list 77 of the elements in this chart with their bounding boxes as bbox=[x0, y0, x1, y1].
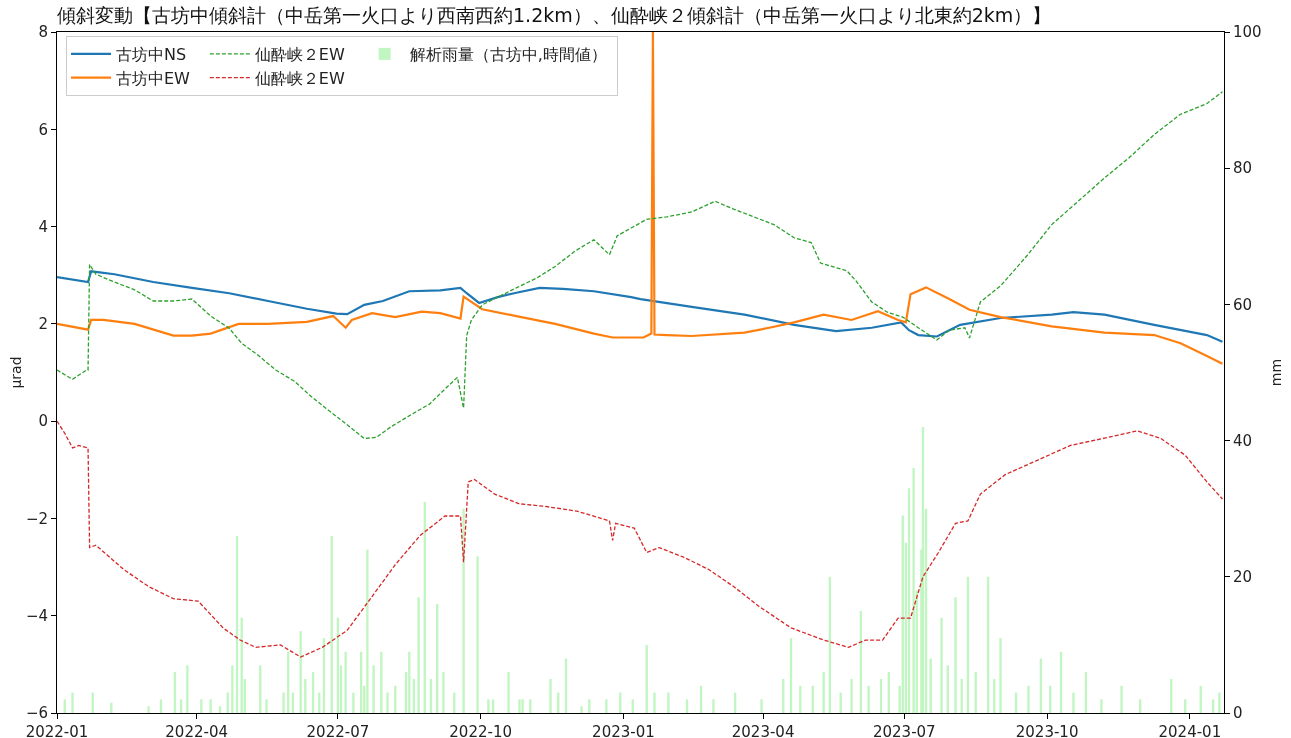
bar bbox=[1072, 692, 1075, 713]
bar bbox=[1100, 699, 1103, 713]
bar bbox=[386, 692, 389, 713]
chart-title: 傾斜変動【古坊中傾斜計（中岳第一火口より西南西約1.2km）、仙酔峡２傾斜計（中岳第一火口より北東約2km）】 bbox=[57, 3, 1052, 26]
bar bbox=[487, 699, 490, 713]
bar bbox=[549, 678, 552, 713]
bar bbox=[344, 651, 347, 713]
bar bbox=[1027, 685, 1030, 713]
bar bbox=[799, 685, 802, 713]
bar bbox=[999, 638, 1002, 713]
bar bbox=[476, 556, 479, 713]
bar bbox=[282, 692, 285, 713]
line-series bbox=[57, 420, 1224, 658]
bar bbox=[653, 692, 656, 713]
bar bbox=[442, 672, 445, 713]
y-tick-label: 8 bbox=[38, 23, 48, 42]
bar bbox=[366, 549, 369, 713]
x-tick-label: 2022-07 bbox=[306, 723, 370, 738]
bar bbox=[147, 706, 150, 713]
bar bbox=[372, 665, 375, 713]
legend-label: 仙酔峡２EW bbox=[254, 45, 345, 65]
legend-label: 仙酔峡２EW bbox=[254, 68, 345, 88]
y-tick-label: 4 bbox=[38, 217, 48, 236]
y-tick-label: −2 bbox=[25, 509, 48, 528]
bar bbox=[1218, 692, 1221, 713]
y2-tick-label: 100 bbox=[1233, 23, 1262, 42]
bar bbox=[71, 692, 74, 713]
x-tick-label: 2023-07 bbox=[872, 723, 936, 738]
bar bbox=[462, 508, 465, 713]
y-tick-label: −4 bbox=[25, 606, 48, 625]
x-tick-label: 2024-01 bbox=[1158, 723, 1222, 738]
y-axis-title: μrad bbox=[8, 356, 25, 389]
legend-label: 古坊中EW bbox=[116, 68, 191, 88]
bar bbox=[580, 706, 583, 713]
x-tick-label: 2023-04 bbox=[731, 723, 795, 738]
bar bbox=[507, 672, 510, 713]
bar bbox=[760, 699, 763, 713]
bar bbox=[940, 617, 943, 713]
x-tick-label: 2023-01 bbox=[592, 723, 655, 738]
bar bbox=[518, 699, 521, 713]
y2-tick-label: 40 bbox=[1233, 431, 1253, 450]
bar bbox=[352, 692, 355, 713]
y2-tick-label: 80 bbox=[1233, 159, 1253, 178]
bar bbox=[605, 699, 608, 713]
bar bbox=[299, 631, 302, 713]
bar bbox=[712, 699, 715, 713]
bar bbox=[521, 699, 524, 713]
y-tick-label: 0 bbox=[38, 412, 48, 431]
x-tick-label: 2022-01 bbox=[25, 723, 89, 738]
y2-tick-label: 60 bbox=[1233, 295, 1253, 314]
bar bbox=[1120, 685, 1123, 713]
bar bbox=[822, 672, 825, 713]
line-series bbox=[57, 91, 1224, 440]
y-tick-label: 2 bbox=[38, 315, 48, 334]
bar bbox=[231, 665, 234, 713]
bar bbox=[265, 699, 268, 713]
legend-label: 解析雨量（古坊中,時間値） bbox=[409, 45, 607, 65]
line-series bbox=[57, 270, 1224, 343]
line-series bbox=[57, 32, 1224, 365]
bar bbox=[380, 651, 383, 713]
bar bbox=[209, 699, 212, 713]
y2-axis-title: mm bbox=[1267, 358, 1284, 387]
bar bbox=[667, 692, 670, 713]
x-tick-label: 2023-10 bbox=[1015, 723, 1079, 738]
x-tick-label: 2022-10 bbox=[449, 723, 512, 738]
bar bbox=[867, 685, 870, 713]
bar bbox=[186, 665, 189, 713]
bar bbox=[850, 678, 853, 713]
y-tick-label: −6 bbox=[25, 704, 48, 723]
y2-tick-label: 0 bbox=[1233, 704, 1243, 723]
bar bbox=[912, 467, 915, 713]
y-tick-label: 6 bbox=[38, 120, 48, 139]
y2-tick-label: 20 bbox=[1233, 568, 1253, 587]
legend-label: 古坊中NS bbox=[116, 45, 187, 65]
x-tick-label: 2022-04 bbox=[165, 723, 229, 738]
bar bbox=[954, 597, 957, 713]
bar bbox=[417, 597, 420, 713]
